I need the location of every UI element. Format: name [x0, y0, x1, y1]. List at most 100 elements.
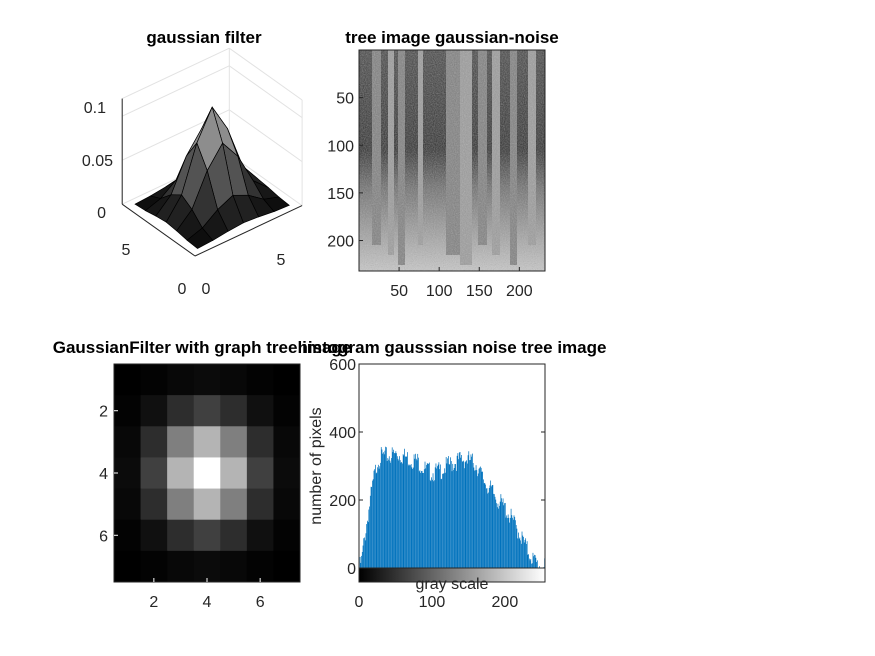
histogram-bar	[526, 541, 528, 568]
histogram-bar	[448, 463, 450, 568]
histogram-bar	[533, 556, 535, 568]
histogram-bar	[469, 459, 471, 568]
histogram-bar	[461, 455, 462, 568]
histogram-bar	[385, 446, 386, 568]
histogram-bar	[451, 471, 453, 568]
histogram-bar	[499, 501, 501, 568]
histogram-bar	[520, 540, 521, 568]
histogram-bar	[488, 492, 489, 568]
histogram-bar	[399, 460, 401, 568]
histogram-bar	[458, 452, 460, 568]
histogram-bar	[465, 461, 467, 568]
histogram-y-label: number of pixels	[308, 407, 325, 524]
histogram-bar	[474, 470, 476, 568]
tree-image-ticks: 50 100 150 200 50 100 150 200	[327, 91, 532, 300]
histogram-bar	[396, 456, 398, 568]
histogram-bar	[508, 517, 510, 568]
histogram-bar	[535, 557, 537, 568]
histogram-bar	[459, 452, 461, 568]
heatmap-cell	[167, 550, 195, 583]
histogram-y-tick: 0	[347, 561, 356, 578]
histogram-bar	[361, 551, 363, 568]
histogram-bar	[410, 464, 412, 568]
histogram-bar	[438, 462, 440, 568]
heatmap-cell	[140, 457, 168, 490]
histogram-bar	[534, 554, 535, 568]
heatmap-cell	[220, 426, 248, 458]
heatmap-x-tick: 2	[149, 594, 158, 611]
histogram-bar	[493, 493, 494, 568]
histogram-bar	[398, 460, 400, 568]
histogram-bar	[444, 468, 446, 568]
histogram-bar	[532, 552, 534, 568]
heatmap-cell	[114, 395, 142, 427]
histogram-bar	[367, 522, 369, 568]
histogram-bar	[423, 472, 424, 568]
histogram-bar	[442, 473, 443, 568]
histogram-bar	[504, 503, 505, 568]
heatmap-cell	[246, 395, 274, 427]
histogram-bar	[512, 519, 514, 568]
histogram-bar	[458, 459, 459, 568]
histogram-bar	[361, 555, 362, 568]
tree-image	[359, 50, 545, 271]
histogram-bar	[446, 463, 448, 568]
histogram-x-label: gray scale	[416, 576, 489, 593]
histogram-bar	[434, 467, 436, 568]
histogram-bar	[488, 488, 490, 568]
histogram-bar	[426, 463, 428, 568]
histogram-bar	[515, 525, 517, 568]
histogram-bar	[391, 447, 393, 568]
histogram-bar	[528, 554, 529, 568]
histogram-bar	[393, 449, 395, 568]
histogram-bar	[404, 456, 406, 568]
histogram-bar	[443, 473, 445, 568]
tree-image-x-tick: 100	[426, 283, 453, 300]
tree-image-x-tick: 50	[390, 283, 408, 300]
histogram-bar	[490, 480, 492, 568]
histogram-bar	[434, 480, 435, 568]
histogram-bar	[409, 465, 411, 568]
histogram-bar	[450, 457, 451, 568]
histogram-bar	[466, 463, 468, 568]
histogram-bar	[523, 542, 525, 568]
heatmap-cell	[273, 395, 301, 427]
histogram-bar	[507, 518, 508, 568]
histogram-bar	[392, 452, 394, 568]
histogram-bar	[481, 471, 483, 568]
panel-gaussian-filter-surface: gaussian filter 0.1 0.05 0 5 0 0 5	[82, 28, 303, 298]
panel-tree-image: tree image gaussian-noise 50 100 150 200 50 1…	[327, 28, 558, 300]
surface-title: gaussian filter	[146, 28, 262, 47]
heatmap-cell	[220, 364, 248, 396]
histogram-bar	[495, 499, 497, 568]
surface-x-tick: 0	[202, 281, 211, 298]
histogram-bar	[450, 461, 452, 568]
histogram-bar	[383, 452, 384, 568]
histogram-bar	[383, 454, 385, 568]
surface-box	[121, 47, 303, 257]
heatmap-cell	[273, 457, 301, 490]
heatmap-cell	[220, 519, 248, 552]
histogram-bar	[523, 536, 524, 568]
histogram-bar	[415, 453, 416, 568]
histogram-bar	[366, 524, 368, 568]
histogram-bar	[425, 468, 427, 568]
histogram-bar	[468, 451, 470, 568]
histogram-bar	[365, 533, 367, 568]
histogram-bar	[415, 458, 417, 568]
histogram-bar	[469, 460, 470, 568]
heatmap-cell	[273, 426, 301, 458]
histogram-bar	[494, 496, 496, 568]
histogram-bar	[416, 460, 418, 568]
histogram-bar	[480, 466, 481, 568]
heatmap-cell	[273, 364, 301, 396]
histogram-bar	[453, 467, 455, 568]
histogram-bar	[493, 494, 495, 568]
histogram-bar	[381, 449, 383, 568]
heatmap-cell	[114, 488, 142, 521]
heatmap-cells	[114, 364, 301, 583]
histogram-bar	[421, 471, 422, 568]
tree-image-y-tick: 200	[327, 234, 354, 251]
histogram-bar	[526, 544, 527, 568]
heatmap-ticks: 2 4 6 2 4 6	[99, 404, 265, 611]
